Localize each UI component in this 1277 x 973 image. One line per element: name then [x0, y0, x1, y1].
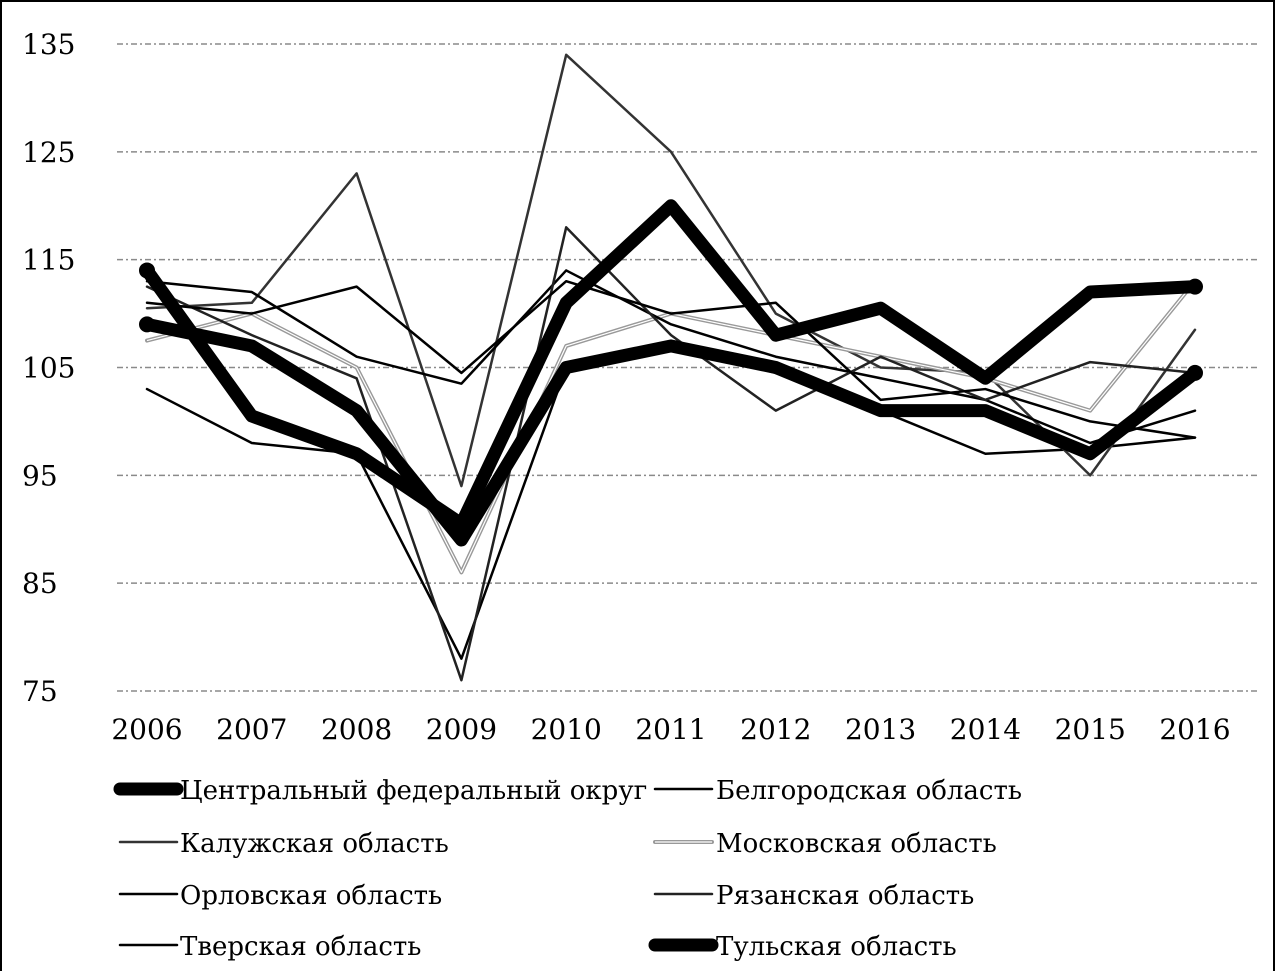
- x-tick-label: 2008: [321, 713, 392, 746]
- x-tick-label: 2007: [216, 713, 287, 746]
- series-6-line: [145, 279, 1197, 439]
- legend-label: Центральный федеральный округ: [180, 776, 647, 806]
- x-tick-label: 2012: [740, 713, 811, 746]
- x-tick-label: 2016: [1159, 713, 1230, 746]
- legend-label: Рязанская область: [716, 881, 974, 911]
- y-tick-label: 95: [22, 459, 58, 492]
- x-tick-label: 2011: [635, 713, 706, 746]
- x-tick-label: 2014: [950, 713, 1021, 746]
- legend-label: Белгородская область: [716, 776, 1022, 806]
- x-tick-label: 2010: [531, 713, 602, 746]
- legend-label: Тульская область: [716, 932, 957, 962]
- y-tick-label: 125: [22, 136, 75, 169]
- legend-label: Орловская область: [180, 881, 442, 911]
- legend: Центральный федеральный округ Белгородска…: [113, 776, 1022, 962]
- series-group: [139, 53, 1203, 682]
- legend-label: Калужская область: [180, 829, 449, 859]
- y-tick-label: 105: [22, 352, 75, 385]
- x-tick-label: 2013: [845, 713, 916, 746]
- y-tick-label: 115: [22, 244, 75, 277]
- y-tick-label: 85: [22, 567, 58, 600]
- series-endpoint-marker: [1187, 278, 1203, 295]
- series-endpoint-marker: [139, 262, 155, 279]
- y-axis: 75 85 95 105 115 125 135: [22, 28, 75, 708]
- x-tick-label: 2006: [111, 713, 182, 746]
- series-7-line: [140, 199, 1202, 531]
- x-axis: 2006 2007 2008 2009 2010 2011 2012 2013 2014 2015…: [111, 713, 1230, 746]
- x-tick-label: 2009: [426, 713, 497, 746]
- x-tick-label: 2015: [1055, 713, 1126, 746]
- series-4-line: [145, 269, 1197, 445]
- series-endpoint-marker: [139, 316, 155, 333]
- legend-label: Тверская область: [180, 932, 421, 962]
- series-endpoint-marker: [1187, 364, 1203, 381]
- series-0-line: [140, 317, 1202, 547]
- series-2-line: [145, 53, 1197, 488]
- legend-label: Московская область: [716, 829, 997, 859]
- gridlines: [117, 43, 1257, 692]
- y-tick-label: 75: [22, 675, 58, 708]
- series-5-line: [145, 226, 1197, 682]
- y-tick-label: 135: [22, 28, 75, 61]
